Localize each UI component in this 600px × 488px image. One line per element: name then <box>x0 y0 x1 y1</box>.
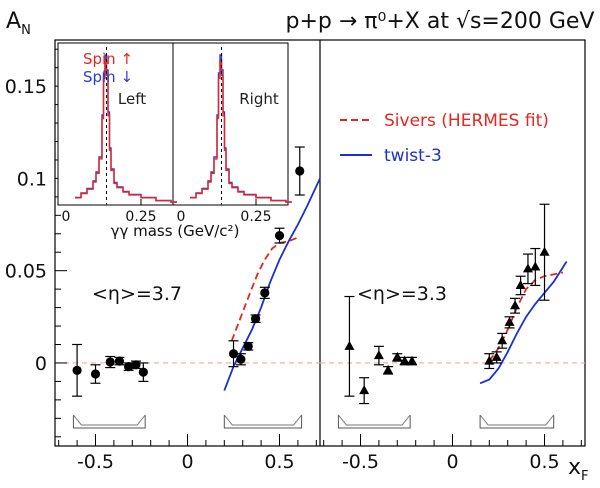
data-point-triangle <box>383 364 394 374</box>
data-point-circle <box>114 356 125 366</box>
data-point-circle <box>228 349 239 359</box>
data-point-circle <box>250 314 261 324</box>
data-point-circle <box>90 369 101 379</box>
syst-box <box>223 415 303 429</box>
data-point-circle <box>236 354 246 364</box>
syst-shape <box>338 414 411 426</box>
inset-x-label: γγ mass (GeV/c²) <box>111 222 240 240</box>
chart-title: p+p → π⁰+X at √s=200 GeV <box>286 9 595 34</box>
spin-up-histogram <box>75 60 177 203</box>
inset-legend-spin-up: Spin ↑ <box>83 50 133 68</box>
data-point-circle <box>295 166 305 176</box>
y-axis-label: AN <box>6 9 31 38</box>
data-point-triangle <box>539 246 550 256</box>
inset-panel-label: Left <box>118 90 146 108</box>
twist3-curve-right <box>479 261 568 385</box>
data-point-circle <box>105 357 115 367</box>
legend-label-0: Sivers (HERMES fit) <box>384 111 549 131</box>
syst-box <box>479 415 555 429</box>
x-tick-label: -0.5 <box>77 451 114 473</box>
y-tick-label: 0 <box>35 353 47 375</box>
spin-up-histogram <box>190 60 292 203</box>
y-tick-label: 0.1 <box>17 168 47 190</box>
x-tick-label: -0.5 <box>342 451 379 473</box>
inset-tick-label: 0 <box>177 209 186 225</box>
x-tick-label: 0.5 <box>264 451 294 473</box>
panel-left-annotation: <η>=3.7 <box>92 283 182 305</box>
twist3-curve-left <box>223 178 321 391</box>
x-tick-label: 0 <box>446 451 458 473</box>
syst-shape <box>223 414 302 426</box>
legend-label-1: twist-3 <box>384 146 442 166</box>
data-point-triangle <box>530 261 541 271</box>
data-point-circle <box>72 365 82 375</box>
inset-panel-label: Right <box>239 90 279 108</box>
inset-tick-label: 0 <box>62 209 71 225</box>
data-point-circle <box>274 231 285 241</box>
data-point-triangle <box>399 355 410 365</box>
data-point-triangle <box>510 300 521 310</box>
data-point-triangle <box>344 340 355 350</box>
data-point-triangle <box>515 279 526 289</box>
data-point-triangle <box>392 351 403 361</box>
y-tick-label: 0.05 <box>5 261 47 283</box>
data-point-triangle <box>504 316 515 326</box>
x-axis-label: xF <box>568 455 589 484</box>
inset-tick-label: 0.25 <box>240 209 271 225</box>
syst-box <box>72 415 146 429</box>
data-point-circle <box>260 288 270 298</box>
syst-shape <box>73 414 146 426</box>
data-point-triangle <box>497 335 508 345</box>
syst-box <box>337 415 411 429</box>
data-point-triangle <box>491 351 502 361</box>
inset-tick-label: 0.25 <box>125 209 156 225</box>
y-tick-label: 0.15 <box>5 76 47 98</box>
data-point-circle <box>131 360 141 370</box>
x-tick-label: 0.5 <box>529 451 559 473</box>
data-point-triangle <box>373 350 384 360</box>
data-point-circle <box>138 367 148 377</box>
syst-shape <box>479 414 555 426</box>
data-point-circle <box>243 341 253 351</box>
x-tick-label: 0 <box>181 451 193 473</box>
inset-legend-spin-down: Spin ↓ <box>83 68 133 86</box>
panel-right-annotation: <η>=3.3 <box>357 283 447 305</box>
data-point-triangle <box>407 355 418 365</box>
data-point-triangle <box>522 263 533 273</box>
sivers-curve-left <box>230 236 299 342</box>
data-point-triangle <box>359 385 370 395</box>
data-point-circle <box>124 362 134 372</box>
